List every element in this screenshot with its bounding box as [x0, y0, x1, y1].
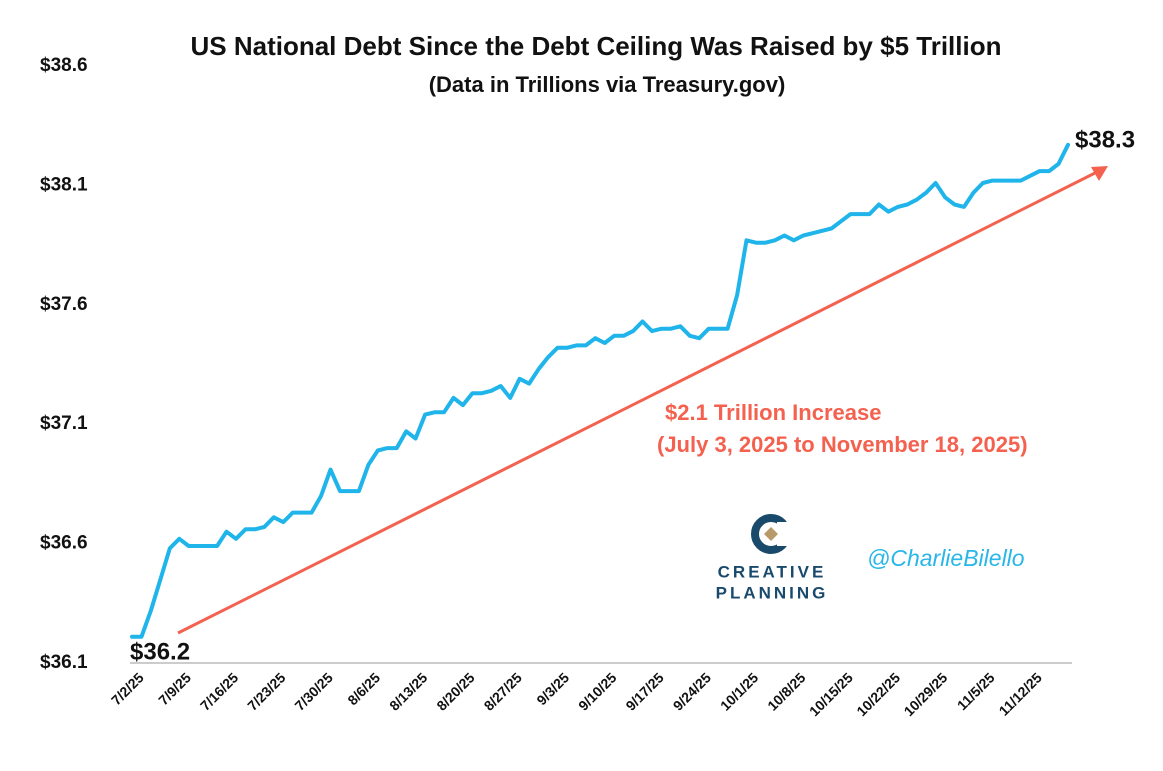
logo: CREATIVE PLANNING	[716, 514, 829, 602]
chart-subtitle: (Data in Trillions via Treasury.gov)	[429, 72, 786, 97]
x-tick-label: 8/13/25	[386, 669, 430, 713]
logo-text: CREATIVE	[718, 562, 827, 581]
x-tick-label: 8/20/25	[433, 669, 477, 713]
x-tick-label: 7/2/25	[108, 669, 147, 708]
y-tick-label: $36.1	[40, 652, 88, 673]
start-label: $36.2	[130, 638, 190, 665]
x-tick-label: 10/15/25	[806, 669, 856, 719]
x-tick-label: 10/8/25	[764, 669, 808, 713]
annotation: $2.1 Trillion Increase	[665, 400, 881, 425]
x-tick-label: 11/12/25	[996, 669, 1045, 718]
logo-diamond	[764, 527, 778, 541]
trend-arrow	[177, 166, 1108, 635]
logo-text: PLANNING	[716, 583, 829, 602]
arrow-line	[177, 171, 1096, 635]
x-tick-label: 7/16/25	[197, 669, 241, 713]
y-tick-label: $36.6	[40, 533, 88, 554]
x-tick-label: 9/3/25	[533, 669, 572, 708]
y-tick-label: $37.1	[40, 413, 88, 434]
x-tick-label: 7/9/25	[155, 669, 194, 708]
x-tick-label: 8/27/25	[481, 669, 525, 713]
x-tick-label: 10/29/25	[901, 669, 951, 719]
logo-gap	[777, 522, 793, 546]
data-line	[130, 142, 1070, 639]
chart-title: US National Debt Since the Debt Ceiling …	[191, 31, 1002, 61]
x-tick-label: 9/24/25	[670, 669, 714, 713]
x-tick-label: 9/17/25	[622, 669, 666, 713]
x-tick-label: 10/22/25	[853, 669, 903, 719]
x-tick-label: 9/10/25	[575, 669, 619, 713]
x-tick-label: 7/23/25	[244, 669, 288, 713]
watermark-handle: @CharlieBilello	[867, 545, 1025, 571]
arrow-head	[1091, 166, 1108, 181]
x-tick-label: 10/1/25	[717, 669, 761, 713]
y-tick-label: $38.1	[40, 174, 88, 195]
x-tick-label: 11/5/25	[954, 669, 998, 713]
y-tick-label: $38.6	[40, 55, 88, 76]
x-tick-label: 7/30/25	[291, 669, 335, 713]
y-tick-label: $37.6	[40, 294, 88, 315]
annotation: (July 3, 2025 to November 18, 2025)	[657, 432, 1028, 457]
x-tick-label: 8/6/25	[344, 669, 383, 708]
end-label: $38.3	[1075, 126, 1135, 153]
